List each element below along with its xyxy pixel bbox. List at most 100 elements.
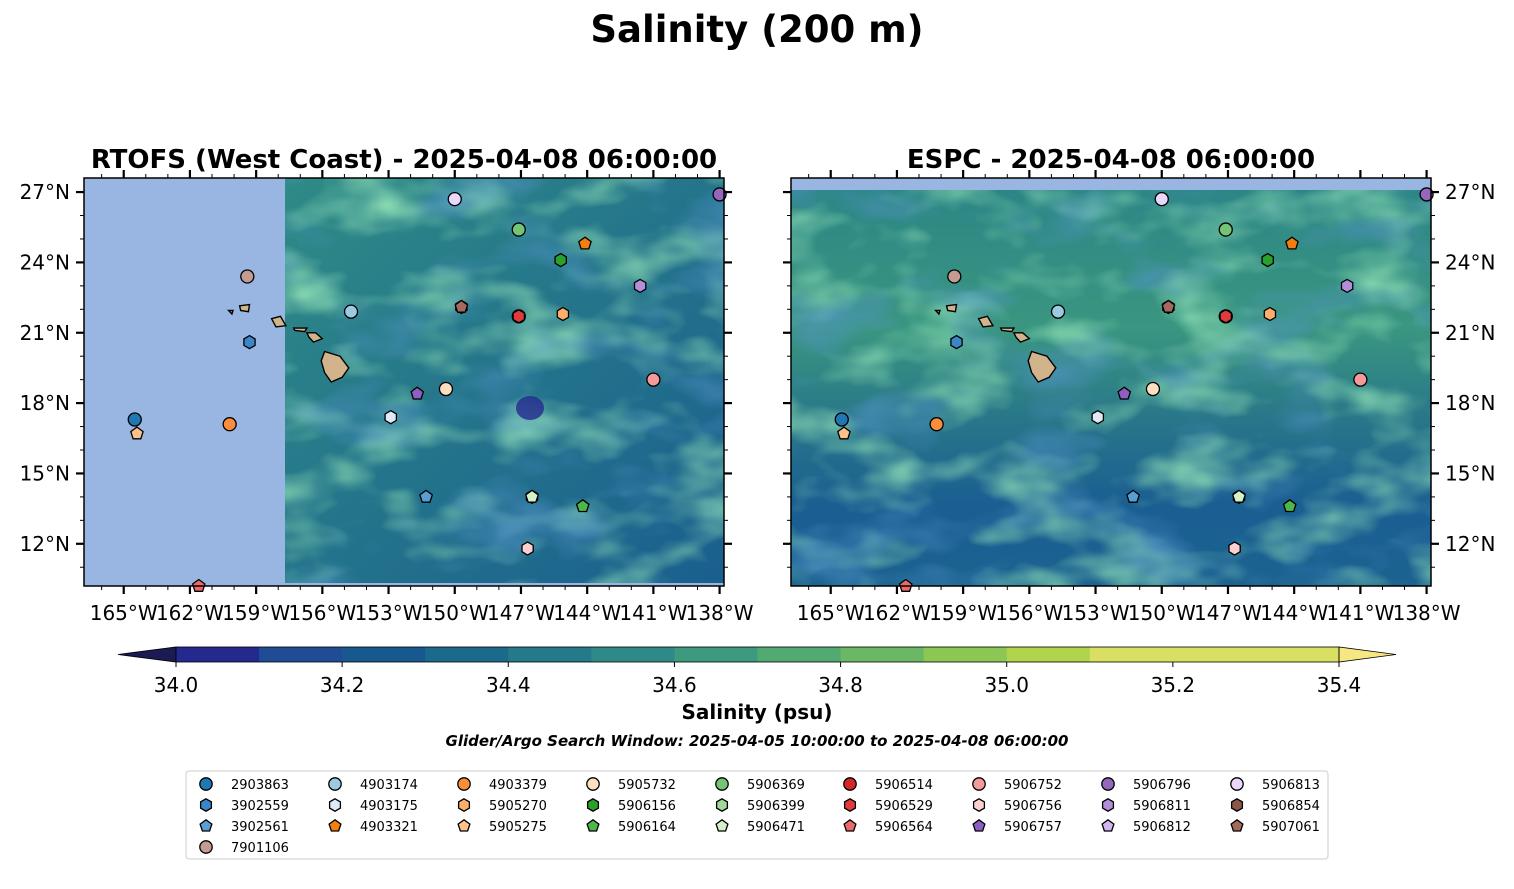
legend-marker-4903174 — [328, 777, 342, 791]
x-tick-label: 165°W — [797, 601, 865, 625]
legend-label: 4903321 — [360, 820, 418, 835]
y-tick-label: 27°N — [20, 180, 70, 204]
legend-marker-4903175 — [328, 798, 342, 812]
marker-5906756 — [1228, 541, 1241, 556]
marker-4903174 — [343, 304, 359, 319]
island-niihau — [226, 309, 234, 316]
marker-4903379 — [929, 417, 944, 432]
legend-marker-4903321 — [328, 818, 342, 832]
legend-marker-5906796 — [1101, 777, 1115, 791]
legend-label: 5906471 — [747, 820, 805, 835]
legend-label: 5905275 — [489, 820, 547, 835]
y-tick-label: 12°N — [20, 532, 70, 556]
colorbar-bin — [591, 647, 675, 662]
legend-marker-4903379 — [457, 777, 471, 791]
marker-5906756 — [521, 541, 534, 556]
legend-marker-5906854 — [1230, 798, 1244, 812]
marker-5906796 — [712, 187, 727, 202]
x-tick-label: 165°W — [90, 601, 158, 625]
observation-markers — [127, 187, 727, 592]
legend-label: 4903174 — [360, 778, 418, 793]
island-kauai — [238, 303, 251, 313]
legend-marker-5905732 — [586, 777, 600, 791]
y-tick-label: 24°N — [1445, 250, 1495, 274]
legend-marker-2903863 — [199, 777, 213, 791]
axes-frame — [790, 177, 1432, 587]
island-big-island — [1027, 350, 1057, 383]
marker-5906811 — [633, 278, 647, 294]
marker-4903174 — [1050, 304, 1066, 319]
espc-salinity-texture-low — [791, 190, 1431, 586]
legend-marker-5906471 — [715, 818, 729, 832]
colorbar-under-extension — [117, 646, 177, 663]
legend-marker-3902559 — [199, 798, 213, 812]
marker-5905732 — [1145, 381, 1161, 397]
marker-5906757 — [1117, 386, 1132, 400]
x-tick-label: 147°W — [487, 601, 555, 625]
y-tick-label: 15°N — [1445, 461, 1495, 485]
legend-label: 4903379 — [489, 778, 547, 793]
legend-marker-5906529 — [843, 798, 857, 812]
island-molokai — [999, 327, 1016, 333]
legend-marker-5906811 — [1101, 798, 1115, 812]
x-tick-label: 162°W — [863, 601, 931, 625]
x-tick-label: 156°W — [288, 601, 356, 625]
panel-title-espc: ESPC - 2025-04-08 06:00:00 — [907, 145, 1315, 175]
marker-7901106 — [947, 269, 962, 284]
colorbar-bin — [176, 647, 260, 662]
legend-frame — [185, 770, 1329, 860]
marker-3902561 — [1126, 489, 1141, 503]
x-tick-label: 159°W — [929, 601, 997, 625]
island-maui — [1012, 332, 1031, 343]
marker-2903863 — [834, 412, 849, 427]
x-tick-label: 156°W — [995, 601, 1063, 625]
legend-label: 3902561 — [231, 820, 289, 835]
legend-label: 5906564 — [875, 820, 933, 835]
island-molokai — [292, 327, 309, 333]
hawaii-islands — [226, 303, 350, 383]
island-maui — [305, 332, 324, 343]
x-tick-label: 141°W — [619, 601, 687, 625]
panel-rtofs: RTOFS (West Coast) - 2025-04-08 06:00:00… — [20, 145, 754, 625]
marker-3902561 — [419, 489, 434, 503]
marker-5905275 — [130, 426, 144, 440]
marker-5905270 — [556, 306, 570, 322]
x-tick-label: 147°W — [1194, 601, 1262, 625]
legend-label: 2903863 — [231, 778, 289, 793]
y-tick-label: 18°N — [20, 391, 70, 415]
legend-label: 5906156 — [618, 799, 676, 814]
legend-label: 5906813 — [1262, 778, 1320, 793]
marker-4903321 — [578, 236, 592, 250]
colorbar-tick-label: 35.2 — [1151, 673, 1196, 697]
marker-5906813 — [1154, 191, 1169, 207]
marker-4903379 — [222, 417, 237, 432]
legend-label: 4903175 — [360, 799, 418, 814]
axes-frame — [83, 177, 725, 587]
observation-markers — [834, 187, 1434, 592]
x-tick-label: 153°W — [1062, 601, 1130, 625]
legend: 2903863 3902559 3902561 4903174 4903175 49033… — [185, 770, 1329, 860]
colorbar-over-extension — [1338, 646, 1397, 663]
marker-5906156 — [554, 252, 567, 268]
legend-marker-5906156 — [586, 798, 600, 812]
island-oahu — [270, 315, 288, 328]
marker-5906757 — [410, 386, 425, 400]
colorbar-bin — [259, 647, 343, 662]
legend-marker-5906564 — [843, 818, 857, 832]
y-tick-label: 18°N — [1445, 391, 1495, 415]
legend-marker-5906756 — [972, 798, 986, 812]
legend-marker-7901106 — [199, 840, 213, 854]
colorbar-bin — [674, 647, 758, 662]
marker-5906752 — [1353, 372, 1368, 387]
legend-label: 5906369 — [747, 778, 805, 793]
x-tick-label: 150°W — [421, 601, 489, 625]
colorbar-tick-label: 35.4 — [1317, 673, 1362, 697]
legend-label: 5906514 — [875, 778, 933, 793]
marker-5907061 — [1161, 299, 1176, 313]
marker-5906369 — [511, 222, 526, 237]
colorbar-bin — [923, 647, 1008, 662]
marker-5905275 — [837, 426, 851, 440]
island-kauai — [945, 303, 958, 313]
legend-label: 5906529 — [875, 799, 933, 814]
